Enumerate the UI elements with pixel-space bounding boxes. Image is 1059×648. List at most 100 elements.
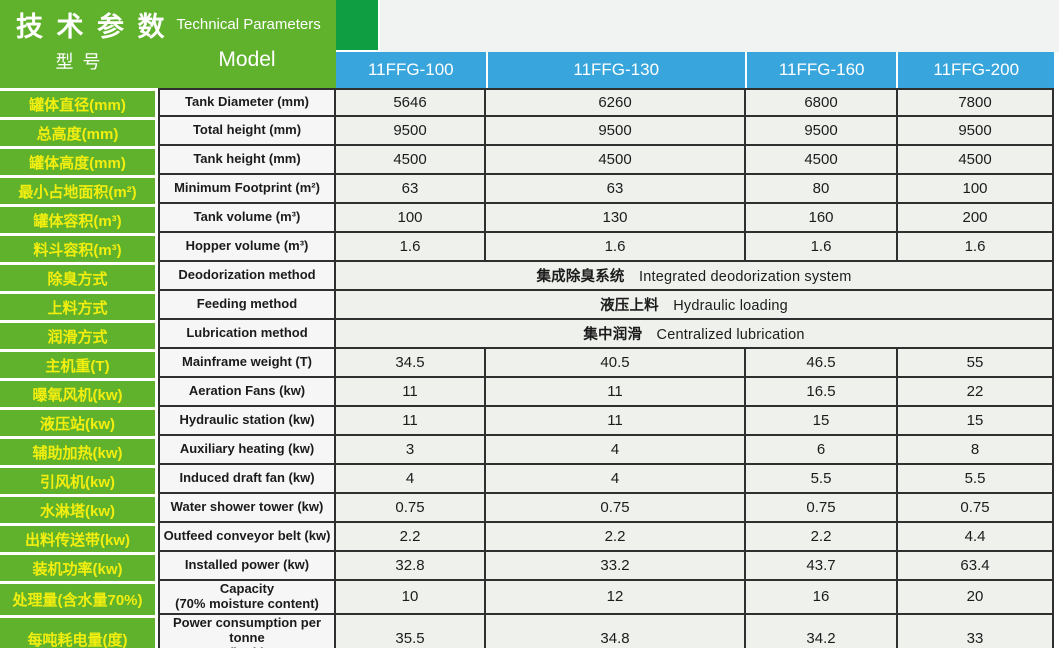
value-cell: 34.2 xyxy=(746,614,898,648)
model-header-cell: 11FFG-130 xyxy=(487,52,745,88)
dark-green-accent-square xyxy=(336,0,378,50)
row-label-en: Installed power (kw) xyxy=(158,552,336,581)
value-cell: 100 xyxy=(336,204,486,233)
row-label-en: Hopper volume (m³) xyxy=(158,233,336,262)
value-cell: 2.2 xyxy=(746,523,898,552)
table-row: 处理量(含水量70%) Capacity (70% moisture conte… xyxy=(0,581,1054,615)
header-title-row: 技 术 参 数 Technical Parameters xyxy=(0,0,336,48)
value-cell: 43.7 xyxy=(746,552,898,581)
parameters-table: 罐体直径(mm) Tank Diameter (mm) 5646 6260 68… xyxy=(0,88,1054,648)
value-cell: 33.2 xyxy=(486,552,746,581)
row-label-cn: 出料传送带(kw) xyxy=(0,523,158,552)
value-cell: 2.2 xyxy=(336,523,486,552)
value-cell: 35.5 xyxy=(336,614,486,648)
value-cell: 4.4 xyxy=(898,523,1054,552)
value-cell: 9500 xyxy=(486,117,746,146)
merged-value-cn: 液压上料 xyxy=(600,298,659,314)
row-label-en: Mainframe weight (T) xyxy=(158,349,336,378)
value-cell: 100 xyxy=(898,175,1054,204)
merged-value-cell: 液压上料 Hydraulic loading xyxy=(336,291,1054,320)
value-cell: 8 xyxy=(898,436,1054,465)
row-label-en: Capacity (70% moisture content) xyxy=(158,581,336,615)
value-cell: 33 xyxy=(898,614,1054,648)
model-header-cell: 11FFG-200 xyxy=(898,52,1054,88)
value-cell: 160 xyxy=(746,204,898,233)
table-row: 除臭方式 Deodorization method 集成除臭系统 Integra… xyxy=(0,262,1054,291)
row-label-cn: 装机功率(kw) xyxy=(0,552,158,581)
value-cell: 15 xyxy=(746,407,898,436)
value-cell: 1.6 xyxy=(336,233,486,262)
header-green-block: 技 术 参 数 Technical Parameters 型 号 Model xyxy=(0,0,336,88)
table-row: 出料传送带(kw) Outfeed conveyor belt (kw) 2.2… xyxy=(0,523,1054,552)
row-label-cn: 罐体容积(m³) xyxy=(0,204,158,233)
row-label-cn: 润滑方式 xyxy=(0,320,158,349)
merged-value-en: Integrated deodorization system xyxy=(639,269,852,285)
row-label-en: Tank Diameter (mm) xyxy=(158,88,336,117)
row-label-en: Auxiliary heating (kw) xyxy=(158,436,336,465)
row-label-en: Water shower tower (kw) xyxy=(158,494,336,523)
value-cell: 0.75 xyxy=(746,494,898,523)
row-label-cn: 主机重(T) xyxy=(0,349,158,378)
model-label-en: Model xyxy=(218,48,276,71)
row-label-en: Feeding method xyxy=(158,291,336,320)
value-cell: 6260 xyxy=(486,88,746,117)
table-row: 主机重(T) Mainframe weight (T) 34.5 40.5 46… xyxy=(0,349,1054,378)
value-cell: 20 xyxy=(898,581,1054,615)
merged-value-cn: 集成除臭系统 xyxy=(536,269,625,285)
row-label-en: Induced draft fan (kw) xyxy=(158,465,336,494)
value-cell: 15 xyxy=(898,407,1054,436)
model-label-cn: 型 号 xyxy=(55,52,103,72)
row-label-cn: 每吨耗电量(度) xyxy=(0,614,158,648)
value-cell: 46.5 xyxy=(746,349,898,378)
value-cell: 4500 xyxy=(746,146,898,175)
value-cell: 5.5 xyxy=(746,465,898,494)
row-label-en: Aeration Fans (kw) xyxy=(158,378,336,407)
row-label-cn: 水淋塔(kw) xyxy=(0,494,158,523)
model-label-row: 型 号 Model xyxy=(0,48,336,88)
value-cell: 0.75 xyxy=(898,494,1054,523)
value-cell: 4 xyxy=(486,436,746,465)
value-cell: 9500 xyxy=(336,117,486,146)
row-label-cn: 曝氧风机(kw) xyxy=(0,378,158,407)
row-label-en: Total height (mm) xyxy=(158,117,336,146)
value-cell: 9500 xyxy=(746,117,898,146)
table-row: 罐体高度(mm) Tank height (mm) 4500 4500 4500… xyxy=(0,146,1054,175)
value-cell: 0.75 xyxy=(486,494,746,523)
value-cell: 5646 xyxy=(336,88,486,117)
page-title-en: Technical Parameters xyxy=(176,15,321,33)
value-cell: 63 xyxy=(336,175,486,204)
row-label-cn: 料斗容积(m³) xyxy=(0,233,158,262)
table-row: 罐体直径(mm) Tank Diameter (mm) 5646 6260 68… xyxy=(0,88,1054,117)
value-cell: 63 xyxy=(486,175,746,204)
value-cell: 22 xyxy=(898,378,1054,407)
row-label-cn: 辅助加热(kw) xyxy=(0,436,158,465)
row-label-cn: 上料方式 xyxy=(0,291,158,320)
merged-value-cell: 集成除臭系统 Integrated deodorization system xyxy=(336,262,1054,291)
row-label-en: Tank volume (m³) xyxy=(158,204,336,233)
value-cell: 9500 xyxy=(898,117,1054,146)
value-cell: 200 xyxy=(898,204,1054,233)
value-cell: 6 xyxy=(746,436,898,465)
merged-value-cn: 集中润滑 xyxy=(583,327,643,343)
value-cell: 12 xyxy=(486,581,746,615)
value-cell: 4500 xyxy=(336,146,486,175)
model-header-row: 11FFG-100 11FFG-130 11FFG-160 11FFG-200 xyxy=(336,52,1054,88)
value-cell: 4 xyxy=(486,465,746,494)
value-cell: 4500 xyxy=(486,146,746,175)
row-label-en: Lubrication method xyxy=(158,320,336,349)
value-cell: 11 xyxy=(486,407,746,436)
table-row: 液压站(kw) Hydraulic station (kw) 11 11 15 … xyxy=(0,407,1054,436)
table-row: 料斗容积(m³) Hopper volume (m³) 1.6 1.6 1.6 … xyxy=(0,233,1054,262)
value-cell: 63.4 xyxy=(898,552,1054,581)
merged-value-en: Hydraulic loading xyxy=(673,298,788,314)
value-cell: 1.6 xyxy=(898,233,1054,262)
row-label-cn: 罐体直径(mm) xyxy=(0,88,158,117)
table-row: 润滑方式 Lubrication method 集中润滑 Centralized… xyxy=(0,320,1054,349)
row-label-en: Hydraulic station (kw) xyxy=(158,407,336,436)
value-cell: 4 xyxy=(336,465,486,494)
table-row: 引风机(kw) Induced draft fan (kw) 4 4 5.5 5… xyxy=(0,465,1054,494)
value-cell: 32.8 xyxy=(336,552,486,581)
value-cell: 0.75 xyxy=(336,494,486,523)
row-label-en: Tank height (mm) xyxy=(158,146,336,175)
